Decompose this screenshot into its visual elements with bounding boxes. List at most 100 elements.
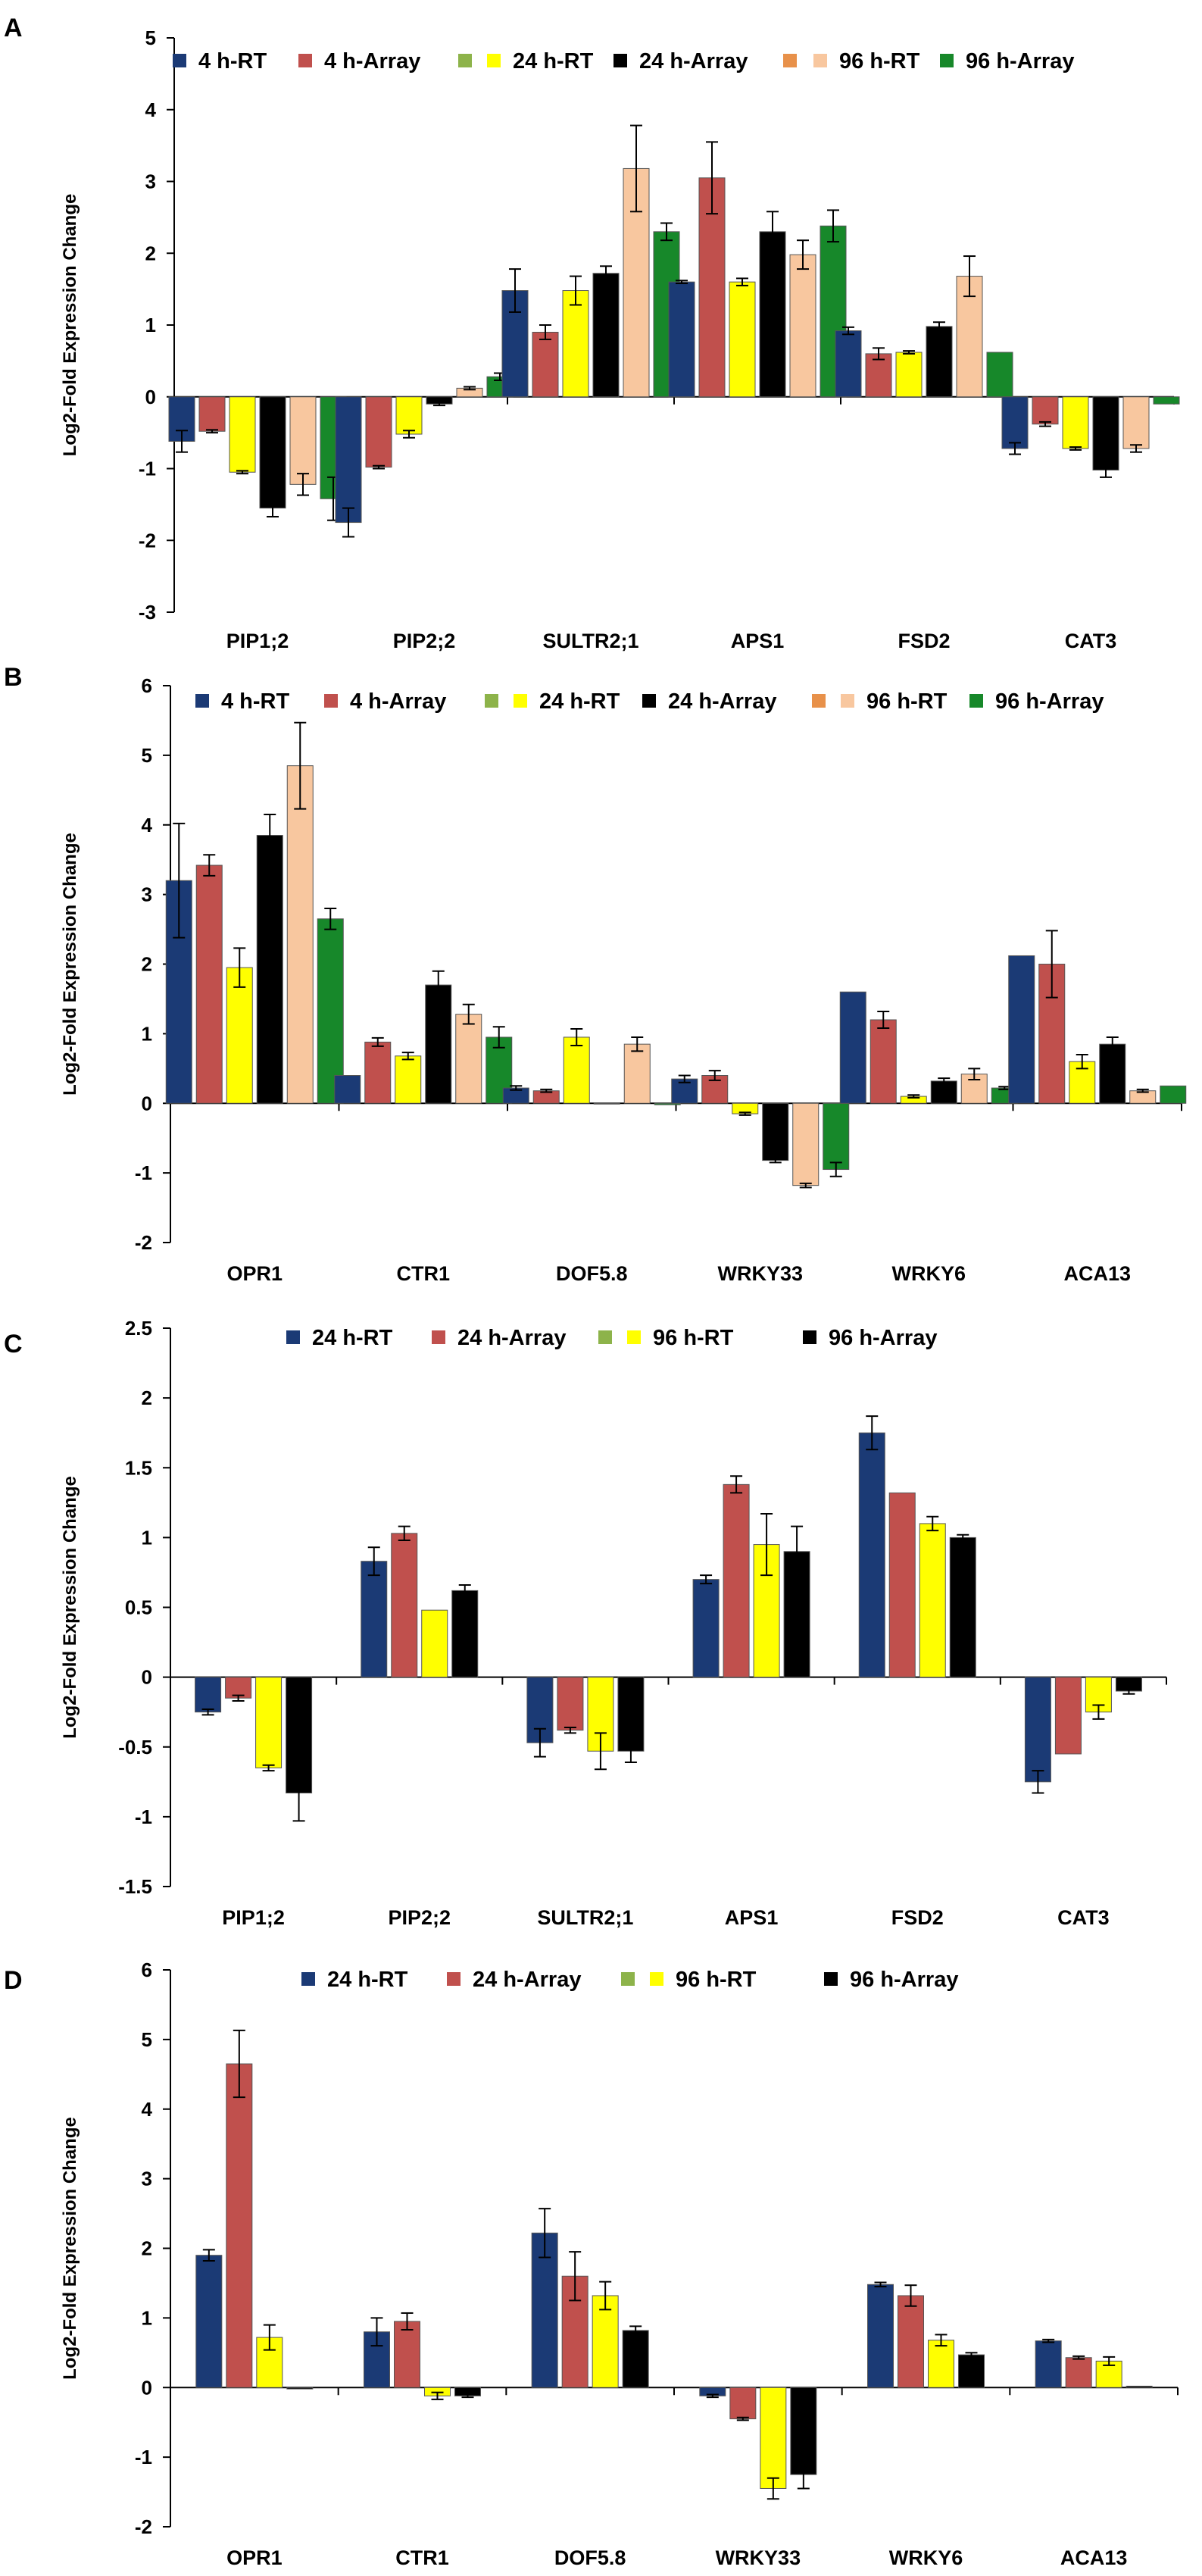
bar <box>361 1561 388 1678</box>
legend-swatch <box>627 1330 641 1344</box>
bar <box>286 2387 314 2390</box>
legend-swatch <box>173 54 186 67</box>
category-label: ACA13 <box>1063 1262 1131 1285</box>
bar <box>654 1102 681 1105</box>
bar <box>789 254 816 398</box>
bar <box>364 1041 392 1104</box>
panel-letter: D <box>4 1966 23 1995</box>
category-label: CAT3 <box>1057 1906 1110 1929</box>
y-tick-label: -1 <box>135 2446 152 2468</box>
legend-swatch <box>298 54 312 67</box>
legend-swatch <box>432 1330 445 1344</box>
category-label: WRKY6 <box>891 1262 966 1285</box>
y-tick-label: 0 <box>142 1666 152 1689</box>
category-label: CTR1 <box>395 2546 449 2569</box>
y-tick-label: -1.5 <box>118 1875 152 1898</box>
bar <box>255 1677 283 1768</box>
y-tick-label: -0.5 <box>118 1736 152 1758</box>
y-tick-label: 2.5 <box>125 1317 152 1340</box>
y-tick-label: 2 <box>142 2237 152 2260</box>
legend-swatch <box>940 54 954 67</box>
bar <box>1122 396 1150 449</box>
legend-swatch <box>783 54 797 67</box>
category-label: WRKY6 <box>889 2546 963 2569</box>
y-tick-label: -1 <box>139 458 156 480</box>
bar <box>949 1537 976 1678</box>
bar <box>760 2387 787 2489</box>
legend-swatch <box>642 694 656 708</box>
panel-letter: C <box>4 1330 23 1358</box>
bar <box>229 396 256 473</box>
legend-label: 96 h-Array <box>850 1968 958 1992</box>
bar <box>839 991 866 1104</box>
y-axis-title: Log2-Fold Expression Change <box>60 833 80 1096</box>
bar <box>531 2232 558 2388</box>
panel-letter: B <box>4 663 23 692</box>
y-tick-label: 2 <box>142 1386 152 1409</box>
bar <box>563 1036 590 1104</box>
category-label: PIP1;2 <box>222 1906 285 1929</box>
bar <box>1054 1677 1082 1755</box>
y-tick-label: 2 <box>142 953 152 976</box>
y-tick-label: 5 <box>142 744 152 767</box>
bar <box>394 2321 420 2388</box>
bar <box>1024 1677 1051 1783</box>
bar <box>317 918 344 1104</box>
bar <box>195 1677 222 1713</box>
legend-label: 96 h-Array <box>966 49 1074 73</box>
bar <box>395 1055 422 1104</box>
category-label: SULTR2;1 <box>537 1906 633 1929</box>
bar <box>1126 2385 1153 2388</box>
bar <box>930 1080 957 1104</box>
y-axis-title: Log2-Fold Expression Change <box>60 194 80 457</box>
bar <box>1099 1043 1126 1104</box>
legend-swatch <box>301 1972 315 1986</box>
legend-label: 96 h-RT <box>839 49 920 73</box>
legend-swatch <box>195 694 209 708</box>
y-tick-label: 4 <box>142 814 153 836</box>
bar <box>226 2063 253 2388</box>
y-tick-label: 1 <box>142 1526 152 1549</box>
legend-label: 96 h-Array <box>995 689 1104 714</box>
bar <box>898 2295 924 2388</box>
category-label: APS1 <box>725 1906 779 1929</box>
bar <box>289 396 317 485</box>
bar <box>865 353 892 398</box>
bar <box>391 1533 418 1678</box>
category-label: CTR1 <box>396 1262 450 1285</box>
bar <box>759 231 786 398</box>
bar <box>1065 2357 1092 2388</box>
category-label: PIP2;2 <box>393 630 456 652</box>
y-tick-label: 0 <box>142 2376 152 2399</box>
legend-label: 4 h-RT <box>198 49 267 73</box>
y-tick-label: 1.5 <box>125 1456 152 1479</box>
category-label: OPR1 <box>226 1262 283 1285</box>
y-axis-title: Log2-Fold Expression Change <box>60 2117 80 2380</box>
y-tick-label: 4 <box>142 2098 153 2121</box>
category-label: PIP1;2 <box>226 630 289 652</box>
bar <box>365 396 392 468</box>
legend-swatch <box>841 694 854 708</box>
bar <box>622 2330 649 2388</box>
category-label: SULTR2;1 <box>542 630 638 652</box>
legend-swatch <box>487 54 501 67</box>
y-tick-label: 0 <box>142 1092 152 1114</box>
bar <box>335 396 362 524</box>
bar <box>1008 955 1035 1104</box>
bar <box>986 352 1013 398</box>
legend-swatch <box>514 694 527 708</box>
bar <box>888 1492 916 1678</box>
bar <box>1062 396 1089 449</box>
bar <box>451 1590 479 1678</box>
legend-label: 4 h-RT <box>221 689 290 714</box>
bar <box>226 967 253 1104</box>
legend-swatch <box>803 1330 816 1344</box>
y-tick-label: -1 <box>135 1805 152 1828</box>
legend-label: 96 h-RT <box>653 1326 734 1350</box>
category-label: APS1 <box>731 630 785 652</box>
bar <box>1160 1085 1187 1104</box>
category-label: PIP2;2 <box>388 1906 451 1929</box>
legend-swatch <box>324 694 338 708</box>
bar <box>557 1677 584 1731</box>
